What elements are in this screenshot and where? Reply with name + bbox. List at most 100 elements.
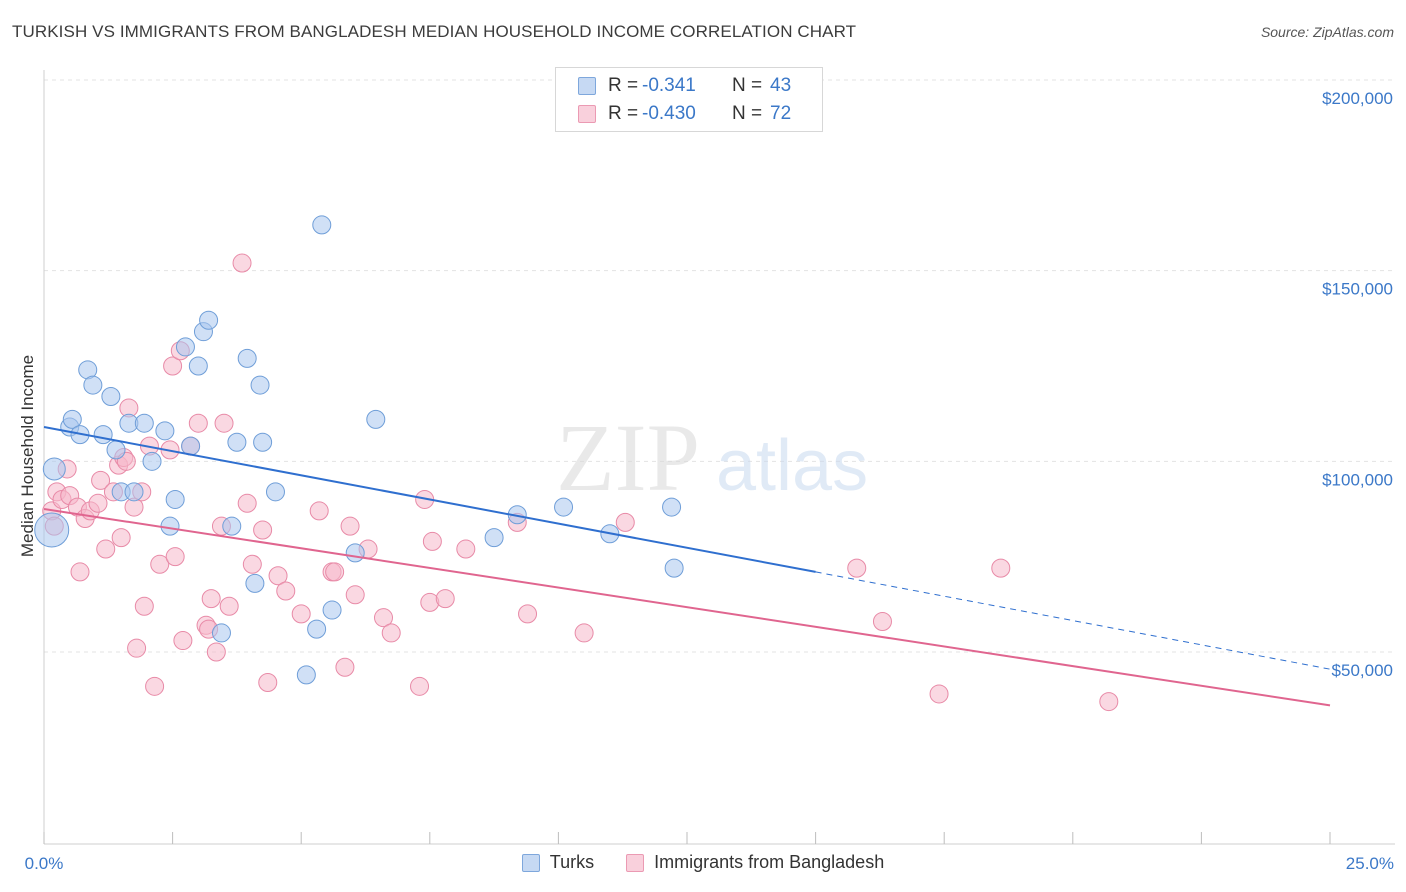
r-value: -0.341 <box>642 75 696 96</box>
turks-point <box>227 432 247 452</box>
bangladesh-point <box>258 673 278 693</box>
r-label: R = <box>608 103 639 124</box>
watermark: ZIP atlas <box>556 404 868 511</box>
bangladesh-point <box>615 512 635 532</box>
legend-row-turks: R = -0.341 N = 43 <box>578 74 791 98</box>
legend-swatch-turks <box>521 853 540 872</box>
turks-point <box>101 387 121 407</box>
turks-point <box>345 543 365 563</box>
turks-point <box>155 421 175 441</box>
turks-point <box>307 619 327 639</box>
stats-legend: R = -0.341 N = 43 R = -0.430 N = 72 <box>555 67 823 132</box>
bangladesh-point <box>242 554 262 574</box>
bangladesh-trend-line <box>43 508 1331 707</box>
legend-label-turks: Turks <box>549 852 595 872</box>
turks-point <box>484 528 504 548</box>
y-tick-label: $200,000 <box>1322 89 1393 108</box>
bangladesh-point <box>127 638 147 658</box>
bangladesh-point <box>165 547 185 567</box>
turks-point <box>93 425 113 445</box>
turks-point <box>322 600 342 620</box>
turks-point <box>134 413 154 433</box>
bangladesh-point <box>145 676 165 696</box>
turks-point <box>554 497 574 517</box>
bangladesh-point <box>374 608 394 628</box>
bangladesh-point <box>1099 692 1119 712</box>
bangladesh-point <box>929 684 949 704</box>
bangladesh-point <box>325 562 345 582</box>
n-value: 72 <box>770 103 792 124</box>
turks-point <box>142 451 162 471</box>
turks-point <box>175 337 195 357</box>
bangladesh-point <box>872 611 892 631</box>
turks-point <box>211 623 231 643</box>
turks-point <box>165 489 185 509</box>
bangladesh-point <box>88 493 108 513</box>
x-tick-label: 25.0% <box>1346 854 1394 873</box>
n-label: N = <box>732 75 763 96</box>
turks-point <box>222 516 242 536</box>
bangladesh-point <box>214 413 234 433</box>
turks-point <box>124 482 144 502</box>
turks-trend-line <box>43 426 816 573</box>
bangladesh-point <box>276 581 296 601</box>
y-tick-label: $50,000 <box>1332 661 1393 680</box>
turks-point <box>265 482 285 502</box>
turks-point <box>160 516 180 536</box>
trend-lines <box>43 426 1331 707</box>
bangladesh-point <box>456 539 476 559</box>
turks-point <box>245 573 265 593</box>
bangladesh-point <box>268 566 288 586</box>
turks-trend-extension <box>815 571 1331 670</box>
tick-labels: $50,000 $100,000 $150,000 $200,000 0.0% 25.0% <box>25 89 1394 873</box>
turks-point <box>296 665 316 685</box>
n-label: N = <box>732 103 763 124</box>
turks-point <box>312 215 332 235</box>
bangladesh-point <box>150 554 170 574</box>
bangladesh-point <box>435 589 455 609</box>
bangladesh-point <box>237 493 257 513</box>
legend-swatch-bangladesh <box>626 853 645 872</box>
bangladesh-point <box>381 623 401 643</box>
bangladesh-point <box>201 589 221 609</box>
bangladesh-point <box>847 558 867 578</box>
legend-swatch-bangladesh <box>578 105 596 123</box>
bangladesh-point <box>173 631 193 651</box>
turks-point <box>237 348 257 368</box>
bangladesh-point <box>219 596 239 616</box>
turks-point <box>62 409 82 429</box>
n-value: 43 <box>770 75 792 96</box>
source-label: Source: ZipAtlas.com <box>1260 24 1394 40</box>
y-tick-label: $150,000 <box>1322 280 1393 299</box>
watermark-zip: ZIP <box>556 404 700 511</box>
bangladesh-point <box>232 253 252 273</box>
turks-point <box>42 457 66 481</box>
bangladesh-point <box>111 528 131 548</box>
bangladesh-point <box>96 539 116 559</box>
bangladesh-point <box>422 531 442 551</box>
bangladesh-point <box>188 413 208 433</box>
turks-point <box>34 512 70 548</box>
bangladesh-point <box>518 604 538 624</box>
x-tick-label: 0.0% <box>25 854 64 873</box>
y-tick-label: $100,000 <box>1322 470 1393 489</box>
bangladesh-point <box>574 623 594 643</box>
legend-label-bangladesh: Immigrants from Bangladesh <box>654 852 885 872</box>
bangladesh-point <box>345 585 365 605</box>
turks-point <box>662 497 682 517</box>
bangladesh-point <box>309 501 329 521</box>
legend-row-bangladesh: R = -0.430 N = 72 <box>578 102 791 126</box>
bangladesh-point <box>253 520 273 540</box>
bangladesh-point <box>70 562 90 582</box>
turks-point <box>253 432 273 452</box>
bangladesh-point <box>410 676 430 696</box>
turks-point <box>250 375 270 395</box>
bangladesh-point <box>340 516 360 536</box>
turks-point <box>199 310 219 330</box>
bangladesh-point <box>991 558 1011 578</box>
bangladesh-point <box>291 604 311 624</box>
r-value: -0.430 <box>642 103 696 124</box>
bangladesh-point <box>91 470 111 490</box>
bangladesh-point <box>206 642 226 662</box>
